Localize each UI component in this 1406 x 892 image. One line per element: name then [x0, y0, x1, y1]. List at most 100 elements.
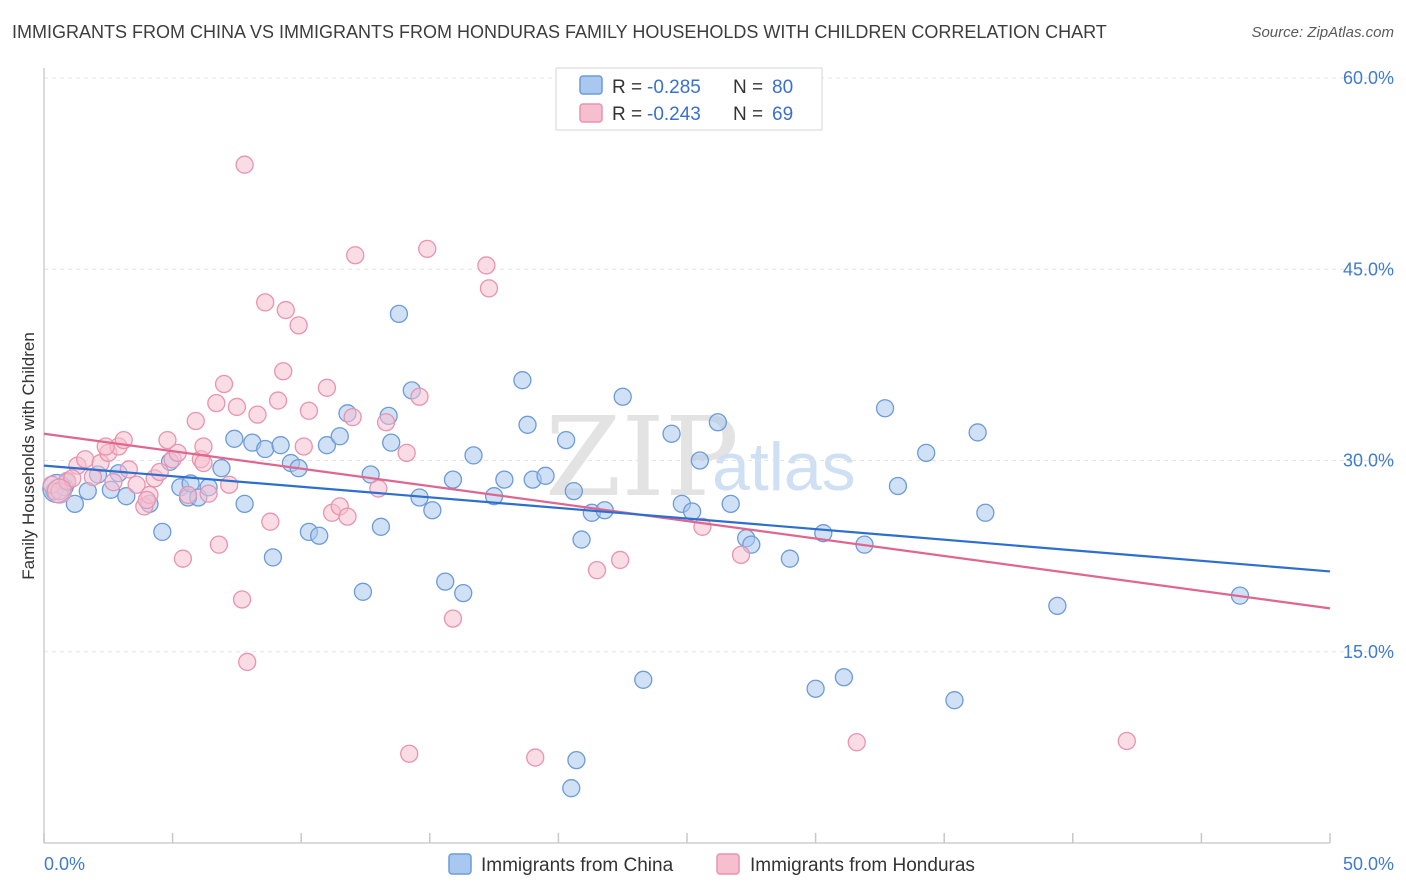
china-point: [317, 436, 337, 455]
bottom-legend-label-honduras: Immigrants from Honduras: [750, 855, 975, 876]
honduras-point: [400, 744, 419, 763]
honduras-point: [235, 155, 254, 174]
china-point: [65, 494, 85, 514]
bottom-legend-swatch-china: [448, 853, 472, 875]
china-point: [690, 451, 710, 470]
china-point: [330, 427, 349, 446]
y-tick-label: 15.0%: [1343, 642, 1394, 662]
china-point: [263, 548, 283, 567]
honduras-point: [289, 316, 308, 335]
honduras-point: [376, 413, 396, 432]
y-tick-label: 45.0%: [1343, 259, 1394, 279]
legend-n-value-china: 80: [772, 77, 793, 98]
watermark-zip: ZIP: [545, 393, 739, 521]
honduras-point: [232, 590, 252, 609]
honduras-point: [150, 462, 169, 482]
honduras-point: [1117, 731, 1136, 751]
honduras-point: [178, 485, 198, 505]
honduras-point: [119, 460, 139, 479]
china-point: [556, 430, 576, 450]
honduras-point: [158, 430, 177, 450]
legend-r-label-china: R =: [612, 77, 642, 98]
china-point: [423, 501, 442, 520]
honduras-point: [418, 239, 437, 259]
y-tick-label: 30.0%: [1343, 451, 1394, 471]
honduras-point: [477, 256, 496, 275]
china-point: [976, 503, 995, 522]
china-point: [212, 458, 231, 478]
china-point: [353, 582, 373, 601]
china-point: [634, 670, 653, 689]
china-point: [567, 750, 586, 770]
honduras-point: [294, 437, 313, 456]
china-point: [225, 429, 244, 448]
honduras-point: [343, 407, 362, 427]
honduras-point: [127, 475, 146, 494]
china-point: [1048, 596, 1067, 615]
china-point: [875, 399, 895, 418]
china-point: [888, 476, 908, 496]
china-point: [562, 779, 581, 798]
honduras-point: [410, 387, 429, 406]
honduras-point: [443, 609, 463, 628]
honduras-point: [587, 561, 607, 580]
honduras-point: [479, 279, 499, 298]
y-axis-label: Family Households with Children: [19, 332, 38, 580]
china-point: [117, 487, 136, 506]
honduras-point: [173, 549, 193, 568]
china-point: [721, 494, 740, 514]
watermark-atlas: atlas: [712, 429, 856, 505]
china-point: [495, 470, 514, 489]
china-point: [389, 304, 409, 324]
china-point: [572, 530, 591, 549]
x-tick-marks: [43, 833, 1331, 843]
china-point: [454, 583, 473, 603]
china-point: [271, 436, 290, 455]
china-point: [536, 466, 555, 485]
china-point: [518, 415, 537, 434]
legend-n-label-china: N =: [733, 77, 763, 98]
china-point: [708, 413, 728, 432]
series-honduras-points: [42, 155, 1136, 767]
honduras-point: [104, 473, 123, 492]
china-point: [310, 526, 329, 545]
honduras-point: [207, 393, 226, 413]
honduras-point: [46, 478, 73, 504]
bottom-legend-label-china: Immigrants from China: [481, 855, 674, 876]
china-point: [513, 371, 532, 390]
x-tick-label-min: 0.0%: [44, 854, 85, 874]
china-point: [464, 446, 483, 465]
top-legend: R = -0.285 N = 80 R = -0.243 N = 69: [555, 67, 823, 131]
china-point: [613, 387, 632, 406]
legend-r-value-china: -0.285: [647, 77, 701, 98]
legend-swatch-china: [579, 75, 603, 95]
legend-swatch-honduras: [579, 103, 603, 123]
honduras-point: [199, 484, 218, 503]
honduras-point: [276, 300, 295, 320]
chart-title: IMMIGRANTS FROM CHINA VS IMMIGRANTS FROM…: [12, 22, 1107, 42]
legend-r-label-honduras: R =: [612, 104, 642, 125]
honduras-trend-line: [43, 432, 1331, 610]
honduras-point: [338, 507, 357, 526]
china-point: [371, 517, 391, 536]
china-point: [153, 522, 172, 542]
honduras-point: [137, 490, 157, 510]
trend-lines: [43, 432, 1331, 610]
honduras-point: [256, 293, 275, 312]
china-point: [945, 691, 964, 710]
china-point: [968, 423, 987, 442]
honduras-point: [610, 550, 630, 570]
legend-r-value-honduras: -0.243: [647, 104, 701, 125]
bottom-legend: Immigrants from China Immigrants from Ho…: [448, 853, 975, 876]
honduras-point: [214, 374, 234, 394]
honduras-point: [220, 475, 239, 494]
honduras-point: [248, 405, 267, 424]
honduras-point: [397, 443, 416, 463]
bottom-legend-swatch-honduras: [716, 853, 740, 875]
china-point: [382, 433, 401, 452]
honduras-point: [847, 733, 866, 752]
china-trend-line: [43, 464, 1331, 573]
honduras-point: [274, 362, 293, 381]
china-point: [436, 572, 455, 591]
